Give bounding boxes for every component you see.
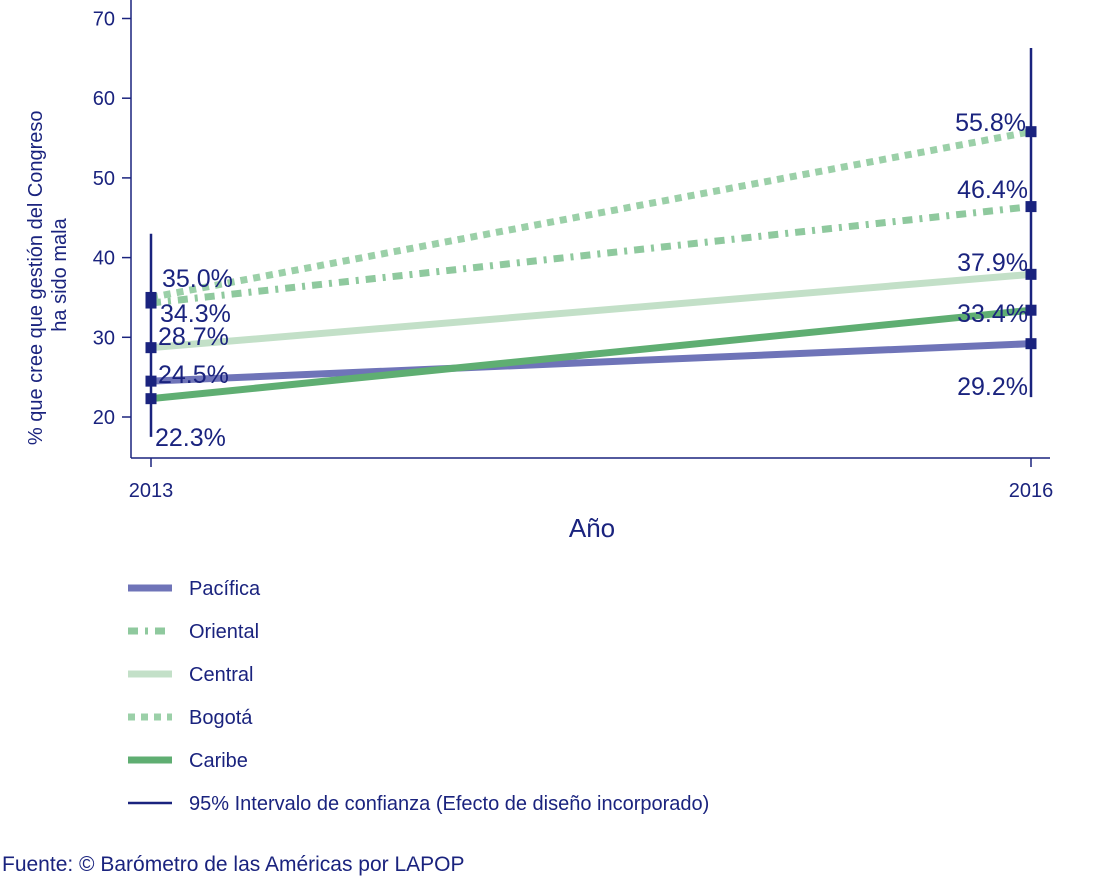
legend-label: Oriental (189, 621, 259, 643)
x-ticks: 2013 2016 (129, 458, 1054, 502)
y-tick-label: 40 (93, 248, 115, 270)
legend-label: Pacífica (189, 578, 261, 600)
data-point-bogota-2013 (145, 291, 157, 303)
series-line-caribe (150, 306, 1032, 403)
data-label-central-2013: 28.7% (158, 323, 229, 351)
data-point-pacifica-2016 (1025, 338, 1037, 350)
data-label-oriental-2016: 46.4% (957, 176, 1028, 204)
data-label-caribe-2013: 22.3% (155, 424, 226, 452)
series-line-bogota (150, 128, 1032, 301)
data-label-pacifica-2016: 29.2% (957, 373, 1028, 401)
y-axis-title-line-2: ha sido mala (49, 217, 71, 331)
x-axis-title: Año (569, 513, 615, 543)
data-point-central-2016 (1025, 268, 1037, 280)
y-tick-label: 20 (93, 407, 115, 429)
data-label-oriental-2013: 34.3% (160, 300, 231, 328)
legend-label: Bogotá (189, 707, 253, 729)
y-axis-title: % que cree que gestión del Congreso ha s… (25, 105, 71, 445)
data-labels: 24.5% 29.2% 34.3% 46.4% 28.7% 37.9% 35.0% 55.8%… (155, 109, 1028, 452)
data-label-bogota-2016: 55.8% (955, 109, 1026, 137)
data-point-oriental-2016 (1025, 201, 1037, 213)
legend-label: Central (189, 664, 253, 686)
source-note: Fuente: © Barómetro de las Américas por … (2, 853, 465, 876)
data-point-caribe-2016 (1025, 304, 1037, 316)
x-tick-label: 2016 (1009, 480, 1054, 502)
y-ticks: 20 30 40 50 60 70 (93, 9, 131, 429)
legend-label: Caribe (189, 750, 248, 772)
series-line-oriental (150, 203, 1032, 307)
data-point-central-2013 (145, 342, 157, 354)
y-tick-label: 60 (93, 88, 115, 110)
data-points (145, 126, 1037, 405)
data-point-caribe-2013 (145, 393, 157, 405)
legend-label: 95% Intervalo de confianza (Efecto de di… (189, 793, 709, 815)
y-tick-label: 50 (93, 168, 115, 190)
y-tick-label: 30 (93, 327, 115, 349)
y-tick-label: 70 (93, 9, 115, 31)
data-point-pacifica-2013 (145, 375, 157, 387)
axes (130, 0, 1050, 459)
series-line-central (150, 270, 1032, 352)
data-label-central-2016: 37.9% (957, 249, 1028, 277)
data-label-caribe-2016: 33.4% (957, 300, 1028, 328)
series-lines (150, 128, 1032, 403)
data-point-oriental-2013 (145, 297, 157, 309)
legend: Pacífica Oriental Central Bogotá Caribe 95% I… (128, 578, 709, 815)
data-label-bogota-2013: 35.0% (162, 265, 233, 293)
series-line-pacifica (150, 340, 1032, 385)
data-label-pacifica-2013: 24.5% (158, 361, 229, 389)
x-tick-label: 2013 (129, 480, 174, 502)
data-point-bogota-2016 (1025, 126, 1037, 138)
y-axis-title-line-1: % que cree que gestión del Congreso (25, 110, 47, 445)
